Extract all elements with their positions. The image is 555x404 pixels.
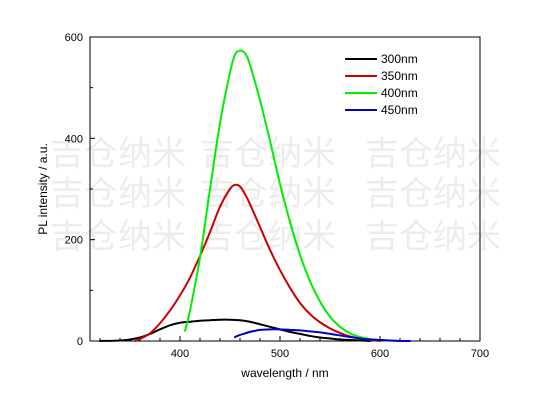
watermark-text: 吉仓纳米 <box>50 134 186 174</box>
y-tick-label: 200 <box>65 235 83 247</box>
legend-label-350nm: 350nm <box>381 69 418 83</box>
watermark-text: 吉仓纳米 <box>50 217 186 257</box>
series-line-450nm <box>234 328 411 343</box>
y-tick-label: 0 <box>77 336 83 348</box>
x-tick-label: 700 <box>471 348 489 360</box>
legend-label-300nm: 300nm <box>381 52 418 66</box>
y-axis-label: PL intensity / a.u. <box>36 143 50 235</box>
watermark-text: 吉仓纳米 <box>200 174 336 214</box>
watermark-text: 吉仓纳米 <box>365 174 501 214</box>
watermark-text: 吉仓纳米 <box>200 217 336 257</box>
legend-label-400nm: 400nm <box>381 86 418 100</box>
y-tick-label: 400 <box>65 133 83 145</box>
series-line-300nm <box>99 318 371 342</box>
watermark-text: 吉仓纳米 <box>365 217 501 257</box>
watermark-text: 吉仓纳米 <box>50 174 186 214</box>
legend-label-450nm: 450nm <box>381 103 418 117</box>
watermark-text: 吉仓纳米 <box>365 134 501 174</box>
x-tick-label: 500 <box>271 348 289 360</box>
series-lines <box>99 49 411 343</box>
legend: 300nm 350nm 400nm 450nm <box>345 52 418 117</box>
x-tick-label: 400 <box>171 348 189 360</box>
x-axis-label: wavelength / nm <box>240 366 328 380</box>
axis-ticks: 400 500 600 700 0 200 400 600 <box>65 32 490 360</box>
series-line-350nm <box>134 183 381 342</box>
x-tick-label: 600 <box>371 348 389 360</box>
y-tick-label: 600 <box>65 32 83 44</box>
watermark-text: 吉仓纳米 <box>200 134 336 174</box>
